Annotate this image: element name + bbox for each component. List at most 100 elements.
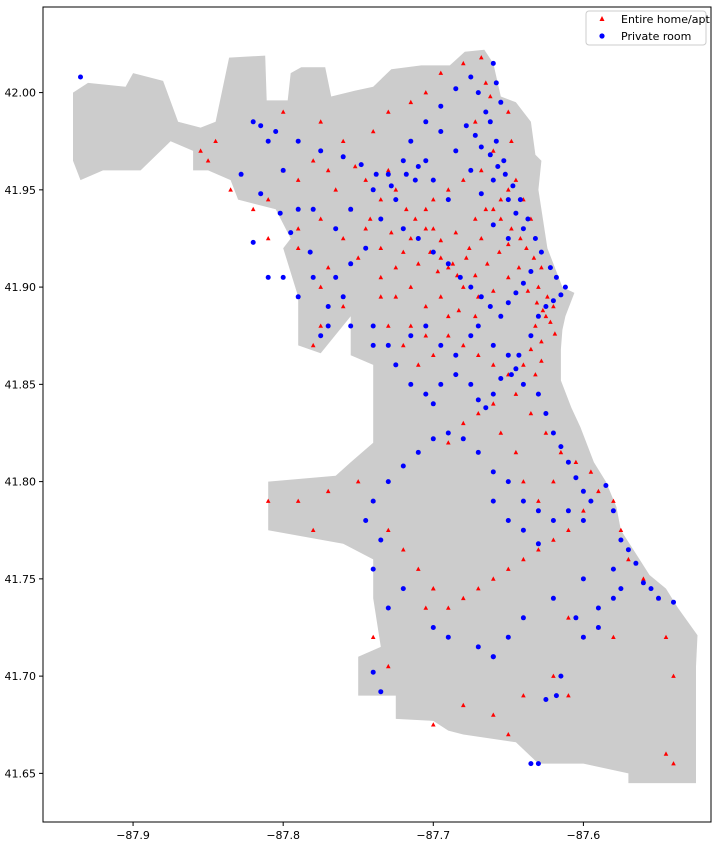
x-tick-label: −87.7: [416, 829, 450, 842]
data-point-private-room: [490, 654, 496, 660]
data-point-private-room: [358, 162, 364, 168]
data-point-private-room: [400, 158, 406, 164]
data-point-entire-home: [423, 304, 429, 309]
data-point-private-room: [388, 183, 394, 189]
data-point-entire-home: [408, 236, 414, 241]
data-point-private-room: [400, 586, 406, 592]
data-point-private-room: [307, 249, 313, 255]
data-point-private-room: [558, 292, 564, 298]
data-point-private-room: [525, 216, 531, 222]
data-point-private-room: [373, 171, 379, 177]
data-point-private-room: [547, 265, 553, 271]
data-point-private-room: [273, 129, 279, 134]
data-point-entire-home: [431, 722, 436, 727]
data-point-entire-home: [461, 595, 466, 601]
data-point-private-room: [265, 274, 271, 280]
data-point-entire-home: [543, 313, 549, 319]
data-point-entire-home: [588, 469, 594, 474]
data-point-private-room: [430, 436, 436, 442]
data-point-private-room: [505, 518, 511, 523]
data-point-entire-home: [431, 352, 436, 357]
data-point-entire-home: [378, 245, 384, 250]
data-point-entire-home: [521, 479, 526, 484]
data-point-private-room: [468, 333, 474, 339]
data-point-entire-home: [663, 751, 669, 756]
data-point-entire-home: [551, 673, 556, 678]
data-point-entire-home: [370, 129, 376, 134]
data-point-entire-home: [295, 177, 301, 182]
data-point-entire-home: [295, 245, 301, 250]
data-point-private-room: [513, 210, 519, 216]
data-point-entire-home: [340, 236, 346, 241]
data-point-private-room: [535, 313, 541, 319]
data-point-entire-home: [431, 197, 436, 202]
data-point-private-room: [520, 381, 526, 387]
data-point-private-room: [490, 222, 496, 228]
data-point-private-room: [453, 86, 459, 92]
data-point-entire-home: [408, 99, 414, 105]
data-point-entire-home: [401, 249, 406, 254]
data-point-private-room: [430, 177, 436, 183]
data-point-entire-home: [485, 261, 490, 266]
data-point-entire-home: [534, 300, 540, 305]
data-point-entire-home: [318, 216, 323, 221]
data-point-private-room: [400, 463, 406, 469]
data-point-entire-home: [408, 323, 414, 328]
data-point-private-room: [610, 508, 616, 514]
y-tick-label: 41.70: [5, 670, 37, 683]
legend-box: [585, 10, 707, 46]
data-point-entire-home: [513, 449, 519, 455]
data-point-entire-home: [536, 498, 541, 503]
data-point-private-room: [250, 119, 256, 125]
data-point-private-room: [415, 236, 421, 241]
data-point-entire-home: [528, 346, 534, 352]
data-point-entire-home: [611, 634, 616, 639]
data-point-entire-home: [265, 498, 271, 503]
data-point-entire-home: [295, 498, 301, 503]
data-point-entire-home: [363, 177, 368, 182]
data-point-private-room: [348, 323, 354, 329]
data-point-entire-home: [393, 265, 399, 270]
data-point-private-room: [505, 236, 511, 241]
data-point-private-room: [370, 669, 376, 675]
data-point-private-room: [460, 436, 466, 442]
series-private-room: [78, 60, 676, 767]
data-point-entire-home: [521, 556, 526, 562]
data-point-private-room: [475, 397, 481, 403]
data-point-private-room: [528, 333, 534, 339]
data-point-private-room: [580, 634, 586, 640]
data-point-private-room: [648, 586, 654, 592]
data-point-private-room: [483, 405, 489, 411]
data-point-private-room: [490, 60, 496, 66]
data-point-entire-home: [491, 712, 496, 717]
data-point-entire-home: [518, 236, 523, 241]
data-point-private-room: [295, 294, 301, 300]
data-point-entire-home: [479, 55, 484, 60]
data-point-private-room: [520, 498, 526, 504]
x-tick-label: −87.9: [116, 829, 150, 842]
data-point-entire-home: [401, 342, 406, 348]
data-point-entire-home: [473, 216, 478, 221]
data-point-entire-home: [416, 261, 421, 266]
data-point-entire-home: [446, 313, 451, 319]
plot-frame: [42, 6, 712, 823]
data-point-entire-home: [431, 226, 436, 231]
data-point-private-room: [505, 300, 511, 306]
legend-label-entire-home: Entire home/apt: [621, 13, 710, 26]
data-point-entire-home: [516, 265, 522, 270]
data-point-private-room: [487, 152, 493, 158]
data-point-entire-home: [318, 323, 323, 328]
data-point-entire-home: [539, 358, 544, 363]
data-point-entire-home: [355, 479, 361, 484]
data-point-private-room: [490, 177, 496, 183]
data-point-entire-home: [533, 372, 538, 377]
data-point-entire-home: [461, 177, 466, 182]
data-point-entire-home: [506, 109, 511, 114]
data-point-entire-home: [509, 138, 514, 143]
data-point-private-room: [385, 479, 391, 485]
data-point-private-room: [370, 187, 376, 193]
data-point-private-room: [520, 280, 526, 286]
data-point-private-room: [610, 595, 616, 601]
data-point-entire-home: [536, 547, 541, 552]
data-point-private-room: [250, 239, 256, 245]
